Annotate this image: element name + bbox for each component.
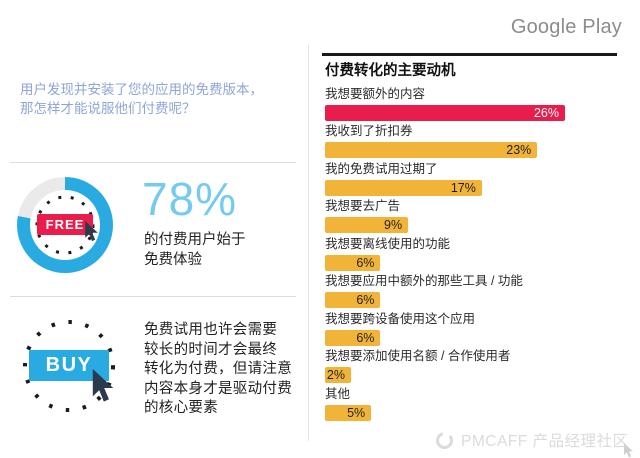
percent-caption: 的付费用户始于 免费体验 bbox=[144, 232, 246, 268]
buy-badge: BUY bbox=[29, 350, 109, 381]
bar: 6% bbox=[325, 254, 381, 271]
bar-group: 我的免费试用过期了 17% bbox=[325, 162, 620, 196]
free-trial-graphic: FREE bbox=[16, 177, 116, 275]
pmcaff-logo-icon bbox=[436, 431, 453, 449]
percent-stat: 78% bbox=[142, 173, 238, 225]
bar-category-label: 我想要离线使用的功能 bbox=[325, 236, 451, 251]
divider-bottom bbox=[10, 296, 296, 297]
chart-title: 付费转化的主要动机 bbox=[325, 62, 456, 79]
bar-value-label: 23% bbox=[506, 143, 532, 157]
intro-text: 用户发现并安装了您的应用的免费版本， 那怎样才能说服他们付费呢？ bbox=[20, 82, 263, 116]
bar-value-label: 6% bbox=[356, 293, 375, 307]
free-ring bbox=[17, 177, 113, 273]
bar: 6% bbox=[325, 292, 381, 308]
bar-group: 我想要添加使用名额 / 合作使用者 2% bbox=[325, 349, 620, 383]
bar-value-label: 5% bbox=[347, 405, 366, 420]
bar-category-label: 我想要去广告 bbox=[325, 199, 401, 213]
bar-chart: 付费转化的主要动机 我想要额外的内容 26% 我收到了折扣券 23% 我的免费试… bbox=[322, 53, 620, 424]
bar-group: 我想要离线使用的功能 6% bbox=[325, 237, 620, 271]
bar-value-label: 17% bbox=[450, 180, 476, 195]
bar-group: 我想要应用中额外的那些工具 / 功能 6% bbox=[325, 274, 620, 308]
bar-category-label: 我收到了折扣券 bbox=[325, 124, 413, 138]
bar-category-label: 我想要应用中额外的那些工具 / 功能 bbox=[325, 274, 523, 288]
bar-chart-rows: 我想要额外的内容 26% 我收到了折扣券 23% 我的免费试用过期了 17% 我… bbox=[325, 87, 620, 421]
bar-group: 我收到了折扣券 23% bbox=[325, 124, 620, 158]
bar-category-label: 我的免费试用过期了 bbox=[325, 161, 438, 176]
bar-value-label: 26% bbox=[533, 105, 559, 120]
divider-vertical bbox=[308, 45, 309, 441]
watermark: PMCAFF 产品经理社区 bbox=[435, 429, 629, 451]
bar-value-label: 6% bbox=[356, 330, 375, 345]
bar-group: 我想要额外的内容 26% bbox=[325, 87, 620, 121]
bar: 17% bbox=[325, 179, 482, 196]
cursor-icon bbox=[85, 221, 98, 242]
cursor-icon bbox=[624, 443, 633, 458]
bar-group: 我想要去广告 9% bbox=[325, 199, 620, 233]
bar-category-label: 我想要跨设备使用这个应用 bbox=[325, 311, 476, 326]
buy-button-graphic: BUY bbox=[12, 316, 130, 420]
bar-group: 其他 5% bbox=[325, 387, 620, 421]
bar: 23% bbox=[325, 142, 538, 158]
bar-category-label: 我想要添加使用名额 / 合作使用者 bbox=[325, 349, 511, 363]
watermark-text: PMCAFF 产品经理社区 bbox=[461, 433, 629, 450]
bar: 5% bbox=[325, 404, 372, 421]
bar-value-label: 2% bbox=[326, 368, 345, 382]
buy-note-text: 免费试用也许会需要 较长的时间才会最终 转化为付费，但请注意 内容本身才是驱动付… bbox=[144, 322, 292, 416]
divider-top bbox=[10, 162, 296, 163]
bar: 2% bbox=[325, 367, 351, 383]
bar: 9% bbox=[325, 217, 409, 233]
bar: 6% bbox=[325, 329, 381, 346]
free-badge: FREE bbox=[37, 214, 93, 235]
google-play-logo: Google Play bbox=[510, 16, 622, 38]
bar-category-label: 我想要额外的内容 bbox=[325, 86, 426, 101]
buy-dashed-circle-icon bbox=[23, 320, 115, 412]
chart-top-rule bbox=[322, 53, 617, 56]
bar-value-label: 9% bbox=[384, 218, 403, 232]
bar-category-label: 其他 bbox=[325, 386, 351, 401]
bar-value-label: 6% bbox=[356, 255, 375, 270]
bar: 26% bbox=[325, 104, 565, 121]
cursor-icon bbox=[92, 369, 114, 402]
bar-group: 我想要跨设备使用这个应用 6% bbox=[325, 312, 620, 346]
